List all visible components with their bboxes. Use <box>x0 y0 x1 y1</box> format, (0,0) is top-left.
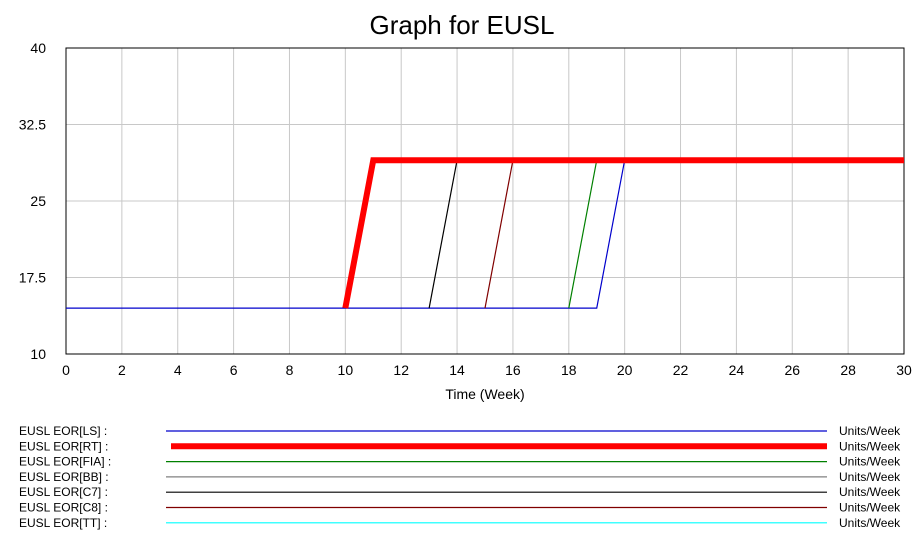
x-axis-label: Time (Week) <box>445 386 524 402</box>
x-tick-label: 2 <box>118 362 126 378</box>
legend-unit: Units/Week <box>839 424 901 438</box>
x-tick-label: 16 <box>505 362 521 378</box>
x-tick-label: 10 <box>338 362 354 378</box>
plot-area <box>65 47 905 355</box>
x-tick-label: 14 <box>449 362 465 378</box>
legend-label: EUSL EOR[C8] : <box>19 501 108 515</box>
series-line <box>428 159 904 309</box>
y-tick-label: 10 <box>30 346 46 362</box>
y-tick-label: 17.5 <box>19 270 46 286</box>
x-tick-label: 0 <box>62 362 70 378</box>
x-tick-label: 18 <box>561 362 577 378</box>
x-tick-label: 26 <box>784 362 800 378</box>
y-tick-label: 40 <box>30 40 46 56</box>
x-tick-label: 6 <box>230 362 238 378</box>
series-line <box>342 157 904 309</box>
legend-label: EUSL EOR[TT] : <box>19 516 107 530</box>
series-line <box>484 159 904 309</box>
x-tick-label: 24 <box>729 362 745 378</box>
x-tick-label: 20 <box>617 362 633 378</box>
x-tick-label: 28 <box>840 362 856 378</box>
y-tick-label: 25 <box>30 193 46 209</box>
series-line <box>66 159 904 309</box>
legend-unit: Units/Week <box>839 470 901 484</box>
series-lines <box>66 157 904 309</box>
legend-label: EUSL EOR[RT] : <box>19 439 108 453</box>
legend-unit: Units/Week <box>839 455 901 469</box>
x-tick-label: 30 <box>896 362 912 378</box>
x-tick-label: 12 <box>393 362 409 378</box>
legend-unit: Units/Week <box>839 501 901 515</box>
legend-unit: Units/Week <box>839 439 901 453</box>
x-tick-label: 4 <box>174 362 182 378</box>
legend-label: EUSL EOR[BB] : <box>19 470 109 484</box>
legend-label: EUSL EOR[FIA] : <box>19 455 111 469</box>
legend-label: EUSL EOR[LS] : <box>19 424 107 438</box>
x-tick-label: 8 <box>286 362 294 378</box>
legend-unit: Units/Week <box>839 485 901 499</box>
y-tick-label: 32.5 <box>19 117 46 133</box>
legend-label: EUSL EOR[C7] : <box>19 485 108 499</box>
grid <box>66 48 904 354</box>
chart-title: Graph for EUSL <box>370 10 555 40</box>
legend-unit: Units/Week <box>839 516 901 530</box>
legend: EUSL EOR[LS] : Units/Week EUSL EOR[RT] : Un… <box>19 424 901 530</box>
x-tick-label: 22 <box>673 362 689 378</box>
x-tick-labels: 0 2 4 6 8 10 12 14 16 18 20 22 24 26 28 30 <box>62 362 912 378</box>
y-tick-labels: 10 17.5 25 32.5 40 <box>19 40 46 362</box>
